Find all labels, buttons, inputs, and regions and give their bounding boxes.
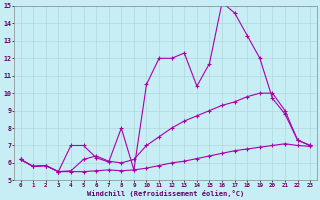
X-axis label: Windchill (Refroidissement éolien,°C): Windchill (Refroidissement éolien,°C): [87, 190, 244, 197]
